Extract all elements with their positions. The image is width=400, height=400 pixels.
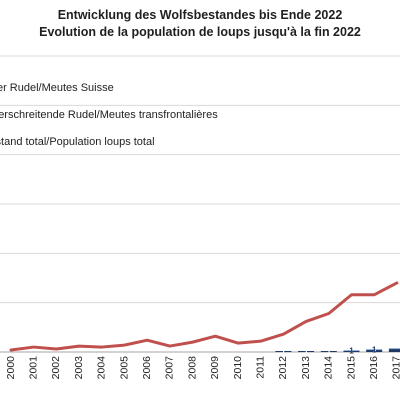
- x-tick-label: 2004: [96, 356, 108, 380]
- x-tick-label: 2005: [118, 356, 130, 380]
- bar-data-label: 1: [349, 347, 354, 356]
- x-tick-label: 2008: [186, 356, 198, 380]
- series-line: [9, 281, 399, 352]
- x-tick-label: 2006: [141, 356, 153, 380]
- x-tick-label: 2012: [277, 356, 289, 380]
- bar-data-label: 1: [372, 346, 377, 355]
- x-tick-label: 2015: [345, 356, 357, 380]
- x-tick-label: 2017: [391, 356, 400, 380]
- bar: [388, 348, 400, 350]
- x-tick-label: 2007: [164, 356, 176, 380]
- bar: [366, 350, 383, 352]
- bar-data-label: 1: [304, 348, 309, 357]
- x-tick-label: 2001: [27, 356, 39, 380]
- x-tick-label: 2000: [5, 356, 17, 380]
- legend-entry: Grenzüberschreitende Rudel/Meutes transf…: [0, 109, 218, 121]
- x-tick-label: 2002: [50, 356, 62, 380]
- x-tick-label: 2014: [323, 356, 335, 380]
- bar-data-label: 1: [281, 348, 286, 357]
- bar: [275, 351, 292, 352]
- bar: [388, 349, 400, 352]
- bar: [343, 350, 360, 352]
- bar: [366, 349, 383, 351]
- x-tick-label: 2013: [300, 356, 312, 380]
- chart-title: Entwicklung des Wolfsbestandes bis Ende …: [57, 8, 343, 22]
- x-tick-label: 2016: [368, 356, 380, 380]
- bar-data-label: 1: [349, 348, 354, 357]
- bar: [343, 351, 360, 352]
- legend-entry: Wolfsbestand total/Population loups tota…: [0, 136, 155, 148]
- x-tick-label: 2009: [209, 356, 221, 380]
- bar-data-label: 2: [372, 347, 377, 356]
- bar-data-label: 1: [327, 348, 332, 357]
- x-tick-label: 2010: [232, 356, 244, 380]
- x-tick-label: 2011: [254, 356, 266, 379]
- legend-entry: Schweizer Rudel/Meutes Suisse: [0, 82, 114, 94]
- chart-subtitle: Evolution de la population de loups jusq…: [39, 25, 361, 39]
- bar: [320, 351, 337, 352]
- x-tick-label: 2003: [73, 356, 85, 380]
- bar: [298, 351, 315, 352]
